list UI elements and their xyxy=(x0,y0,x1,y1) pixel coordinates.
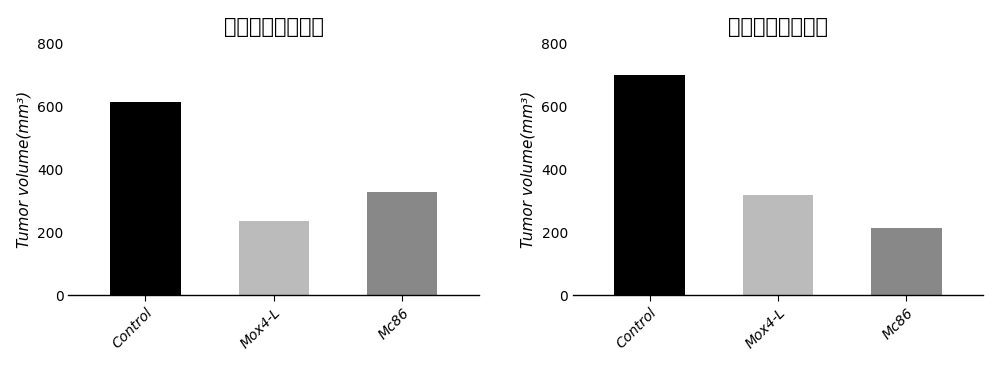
Bar xyxy=(367,191,437,295)
Y-axis label: Tumor volume(mm³): Tumor volume(mm³) xyxy=(17,91,32,248)
Bar xyxy=(743,195,813,295)
Bar xyxy=(110,102,181,295)
Title: 肿瘤体积（右侧）: 肿瘤体积（右侧） xyxy=(728,17,828,37)
Y-axis label: Tumor volume(mm³): Tumor volume(mm³) xyxy=(521,91,536,248)
Bar xyxy=(871,228,942,295)
Title: 肿瘤体积（左侧）: 肿瘤体积（左侧） xyxy=(224,17,324,37)
Bar xyxy=(614,75,685,295)
Bar xyxy=(239,222,309,295)
